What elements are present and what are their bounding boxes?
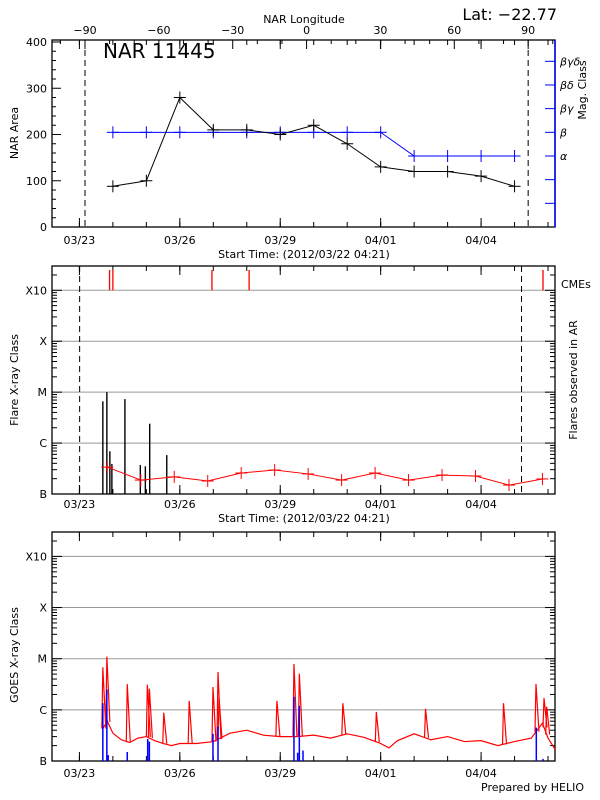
y-axis-title: GOES X-ray Class <box>8 607 21 703</box>
x-tick-label: 03/23 <box>64 234 96 247</box>
goes-flux-peak <box>145 684 151 738</box>
x-tick-label: 03/26 <box>164 234 196 247</box>
y-tick-label: 400 <box>26 36 47 49</box>
longitude-tick-label: −90 <box>73 24 96 37</box>
goes-flux-peak <box>423 708 430 738</box>
plot-frame-flares <box>51 265 556 495</box>
y-axis-title: Flare X-ray Class <box>8 334 21 426</box>
mag-class-tick-label: β <box>559 126 567 139</box>
y-tick-label: C <box>39 437 47 450</box>
x-tick-label: 03/26 <box>164 767 196 780</box>
top-axis-title: NAR Longitude <box>263 13 345 26</box>
goes-flux-peak <box>217 698 223 739</box>
longitude-tick-label: −30 <box>221 24 244 37</box>
x-tick-label: 03/29 <box>264 767 296 780</box>
x-tick-label: 03/23 <box>64 498 96 511</box>
x-tick-label: 03/26 <box>164 498 196 511</box>
x-tick-label: 03/29 <box>264 234 296 247</box>
y-tick-label: 300 <box>26 82 47 95</box>
x-tick-label: 04/01 <box>365 498 397 511</box>
credit-label: Prepared by HELIO <box>481 781 584 794</box>
mag-class-tick-label: βγ <box>559 103 574 116</box>
y-tick-label: X <box>39 335 47 348</box>
goes-flux-peak <box>534 683 540 732</box>
longitude-tick-label: −60 <box>147 24 170 37</box>
cme-label: CMEs <box>561 278 591 291</box>
x-tick-label: 03/23 <box>64 767 96 780</box>
plot-frame-goes <box>51 531 556 762</box>
mag-class-tick-label: α <box>560 150 568 163</box>
plot-frame-nar-area <box>51 39 556 228</box>
mag-class-tick-label: βγδ <box>559 55 581 68</box>
y-tick-label: C <box>39 704 47 717</box>
x-tick-label: 04/04 <box>465 498 497 511</box>
goes-flux-peak <box>147 688 153 739</box>
goes-flux-peak <box>374 711 380 742</box>
y-tick-label: 200 <box>26 129 47 142</box>
x-tick-label: 04/04 <box>465 234 497 247</box>
nar-area-line <box>112 96 515 187</box>
x-tick-label: 03/29 <box>264 498 296 511</box>
goes-flux-peak <box>187 700 193 744</box>
goes-flux-peak <box>501 703 508 745</box>
x-axis-title: Start Time: (2012/03/22 04:21) <box>218 248 390 261</box>
goes-flux-peak <box>162 712 168 744</box>
longitude-tick-label: 0 <box>303 24 310 37</box>
mag-class-axis-title: Mag. Class <box>576 60 589 119</box>
x-axis-title: Start Time: (2012/03/22 04:21) <box>218 512 390 525</box>
y-tick-label: B <box>39 755 47 768</box>
goes-flux-line <box>102 719 556 750</box>
y-tick-label: 0 <box>40 221 47 234</box>
goes-flux-peak <box>211 686 217 742</box>
goes-flux-peak <box>545 706 551 735</box>
y-tick-label: B <box>39 488 47 501</box>
goes-flux-peak <box>341 703 347 735</box>
longitude-tick-label: 60 <box>447 24 461 37</box>
mag-class-tick-label: βδ <box>559 79 574 92</box>
x-tick-label: 04/01 <box>365 767 397 780</box>
y-tick-label: X <box>39 602 47 615</box>
y-tick-label: X10 <box>25 550 47 563</box>
latitude-label: Lat: −22.77 <box>462 5 557 24</box>
goes-flux-peak <box>275 700 281 737</box>
y-tick-label: X10 <box>25 284 47 297</box>
y-tick-label: 100 <box>26 175 47 188</box>
y-axis-title: NAR Area <box>8 107 21 159</box>
y-tick-label: M <box>38 386 48 399</box>
goes-flux-peak <box>125 683 131 742</box>
longitude-tick-label: 90 <box>521 24 535 37</box>
longitude-tick-label: 30 <box>373 24 387 37</box>
x-tick-label: 04/01 <box>365 234 397 247</box>
y-tick-label: M <box>38 653 48 666</box>
y2-axis-title: Flares observed in AR <box>567 320 580 440</box>
x-tick-label: 04/04 <box>465 767 497 780</box>
